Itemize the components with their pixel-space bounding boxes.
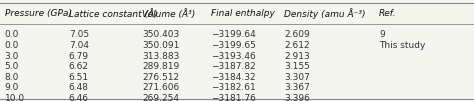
Text: −3182.61: −3182.61 — [211, 83, 255, 92]
Text: −3184.32: −3184.32 — [211, 73, 255, 82]
Text: 0.0: 0.0 — [5, 30, 19, 39]
Text: Final enthalpy: Final enthalpy — [211, 9, 275, 18]
Text: 9: 9 — [379, 30, 385, 39]
Text: 289.819: 289.819 — [142, 62, 180, 71]
Text: This study: This study — [379, 41, 426, 50]
Text: Pressure (GPa): Pressure (GPa) — [5, 9, 72, 18]
Text: 3.367: 3.367 — [284, 83, 310, 92]
Text: 6.46: 6.46 — [69, 94, 89, 101]
Text: Density (amu Å⁻³): Density (amu Å⁻³) — [284, 8, 366, 19]
Text: 3.307: 3.307 — [284, 73, 310, 82]
Text: 7.04: 7.04 — [69, 41, 89, 50]
Text: 269.254: 269.254 — [142, 94, 179, 101]
Text: 5.0: 5.0 — [5, 62, 19, 71]
Text: 8.0: 8.0 — [5, 73, 19, 82]
Text: 2.913: 2.913 — [284, 52, 310, 61]
Text: Volume (Å³): Volume (Å³) — [142, 9, 195, 19]
Text: 350.403: 350.403 — [142, 30, 180, 39]
Text: 6.62: 6.62 — [69, 62, 89, 71]
Text: 9.0: 9.0 — [5, 83, 19, 92]
Text: 7.05: 7.05 — [69, 30, 89, 39]
Text: Ref.: Ref. — [379, 9, 397, 18]
Text: −3199.64: −3199.64 — [211, 30, 255, 39]
Text: 276.512: 276.512 — [142, 73, 179, 82]
Text: −3187.82: −3187.82 — [211, 62, 255, 71]
Text: 3.0: 3.0 — [5, 52, 19, 61]
Text: 271.606: 271.606 — [142, 83, 180, 92]
Text: −3193.46: −3193.46 — [211, 52, 255, 61]
Text: Lattice constant (Å): Lattice constant (Å) — [69, 9, 157, 19]
Text: 3.396: 3.396 — [284, 94, 310, 101]
Text: 313.883: 313.883 — [142, 52, 180, 61]
Text: 6.79: 6.79 — [69, 52, 89, 61]
Text: −3199.65: −3199.65 — [211, 41, 256, 50]
Text: 3.155: 3.155 — [284, 62, 310, 71]
Text: 6.48: 6.48 — [69, 83, 89, 92]
Text: 350.091: 350.091 — [142, 41, 180, 50]
Text: 10.0: 10.0 — [5, 94, 25, 101]
Text: 2.612: 2.612 — [284, 41, 310, 50]
Text: 0.0: 0.0 — [5, 41, 19, 50]
Text: −3181.76: −3181.76 — [211, 94, 256, 101]
Text: 6.51: 6.51 — [69, 73, 89, 82]
Text: 2.609: 2.609 — [284, 30, 310, 39]
